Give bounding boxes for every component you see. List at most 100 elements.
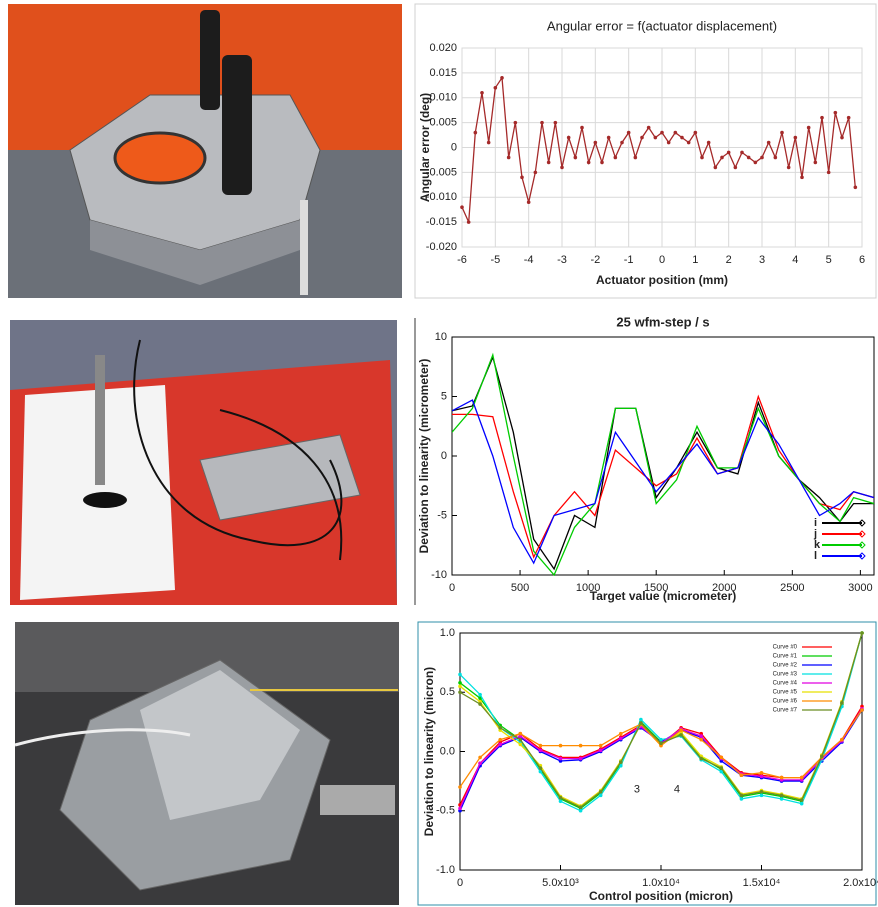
data-point: [693, 130, 698, 135]
data-point: [686, 140, 691, 145]
data-point: [580, 125, 584, 130]
x-tick-label: -6: [457, 254, 467, 266]
data-point: [593, 140, 598, 145]
x-tick-label: -4: [524, 254, 534, 266]
x-tick-label: -1: [624, 254, 634, 266]
data-point: [560, 165, 564, 170]
data-point: [860, 631, 864, 635]
data-point: [720, 155, 724, 160]
y-axis-label: Deviation to linearity (micron): [422, 667, 436, 836]
data-point: [538, 748, 543, 753]
data-point: [646, 125, 651, 130]
legend-label: Curve #5: [773, 690, 798, 696]
y-tick-label: -5: [437, 509, 447, 521]
x-tick-label: 3000: [848, 582, 872, 594]
y-tick-label: 0: [441, 450, 447, 462]
data-point: [820, 115, 824, 120]
x-tick-label: 2: [726, 254, 732, 266]
data-point: [619, 760, 623, 764]
data-point: [619, 763, 623, 768]
data-point: [766, 140, 771, 145]
series-line: [452, 399, 874, 565]
data-point: [659, 741, 663, 746]
y-tick-label: -10: [431, 569, 447, 581]
data-point: [840, 701, 844, 705]
data-point: [699, 756, 703, 761]
data-point: [578, 808, 583, 813]
x-tick-label: -2: [590, 254, 600, 266]
y-tick-label: 0: [451, 141, 457, 153]
y-tick-label: -0.005: [426, 166, 457, 178]
data-point: [739, 793, 744, 798]
data-point: [458, 672, 462, 677]
x-tick-label: 2000: [712, 582, 736, 594]
data-point: [558, 756, 563, 761]
x-tick-label: 1000: [576, 582, 600, 594]
data-point: [719, 769, 724, 774]
data-point: [518, 731, 523, 736]
x-tick-label: 1.0x10⁴: [642, 877, 680, 889]
data-point: [458, 806, 462, 811]
legend-marker: [858, 530, 866, 538]
data-point: [498, 726, 503, 730]
y-tick-label: -0.5: [436, 805, 455, 817]
x-tick-label: 6: [859, 254, 865, 266]
data-point: [759, 771, 764, 775]
data-point: [853, 185, 858, 190]
data-point: [719, 766, 724, 770]
data-point: [779, 775, 784, 780]
x-tick-label: -3: [557, 254, 567, 266]
data-point: [506, 155, 511, 160]
x-tick-label: 0: [457, 877, 463, 889]
data-point: [498, 742, 503, 747]
data-point: [726, 150, 731, 155]
chart-title: Angular error = f(actuator displacement): [547, 18, 777, 33]
data-point: [553, 120, 558, 125]
data-point: [538, 766, 543, 770]
x-tick-label: 0: [449, 582, 455, 594]
data-point: [619, 731, 623, 736]
chart-frame: [414, 3, 877, 299]
data-point: [533, 170, 538, 175]
data-point: [739, 797, 744, 801]
data-point: [620, 140, 624, 145]
data-point: [733, 165, 738, 170]
data-point: [759, 793, 764, 798]
data-point: [578, 805, 583, 809]
data-point: [793, 135, 798, 140]
data-point: [626, 130, 631, 135]
annotation: 3: [634, 783, 640, 795]
data-point: [673, 130, 678, 135]
series-line: [462, 75, 856, 223]
x-axis-label: Target value (micrometer): [590, 589, 737, 603]
data-point: [500, 76, 504, 80]
data-point: [779, 797, 784, 801]
x-tick-label: 3: [759, 254, 765, 266]
y-axis-label: Deviation to linearity (micrometer): [417, 359, 431, 554]
data-point: [558, 743, 563, 748]
annotation: 4: [674, 783, 680, 795]
data-point: [806, 125, 811, 130]
y-tick-label: 10: [435, 331, 447, 343]
x-tick-label: 1500: [644, 582, 668, 594]
data-point: [613, 155, 618, 160]
data-point: [540, 120, 544, 125]
chart-title: 25 wfm-step / s: [616, 314, 709, 329]
data-point: [466, 220, 471, 224]
data-point: [653, 135, 658, 140]
series-line: [452, 355, 874, 571]
data-point: [478, 755, 482, 760]
data-point: [478, 692, 482, 697]
x-tick-label: 1.5x10⁴: [743, 877, 781, 889]
data-point: [660, 130, 664, 135]
x-tick-label: 4: [792, 254, 798, 266]
data-point: [538, 769, 543, 774]
data-point: [780, 130, 784, 135]
y-tick-label: 0.020: [429, 42, 457, 54]
legend-label: Curve #4: [773, 681, 798, 687]
x-tick-label: 5: [826, 254, 832, 266]
y-tick-label: 0.010: [429, 92, 457, 104]
legend-marker: [858, 541, 866, 549]
data-point: [598, 748, 603, 753]
